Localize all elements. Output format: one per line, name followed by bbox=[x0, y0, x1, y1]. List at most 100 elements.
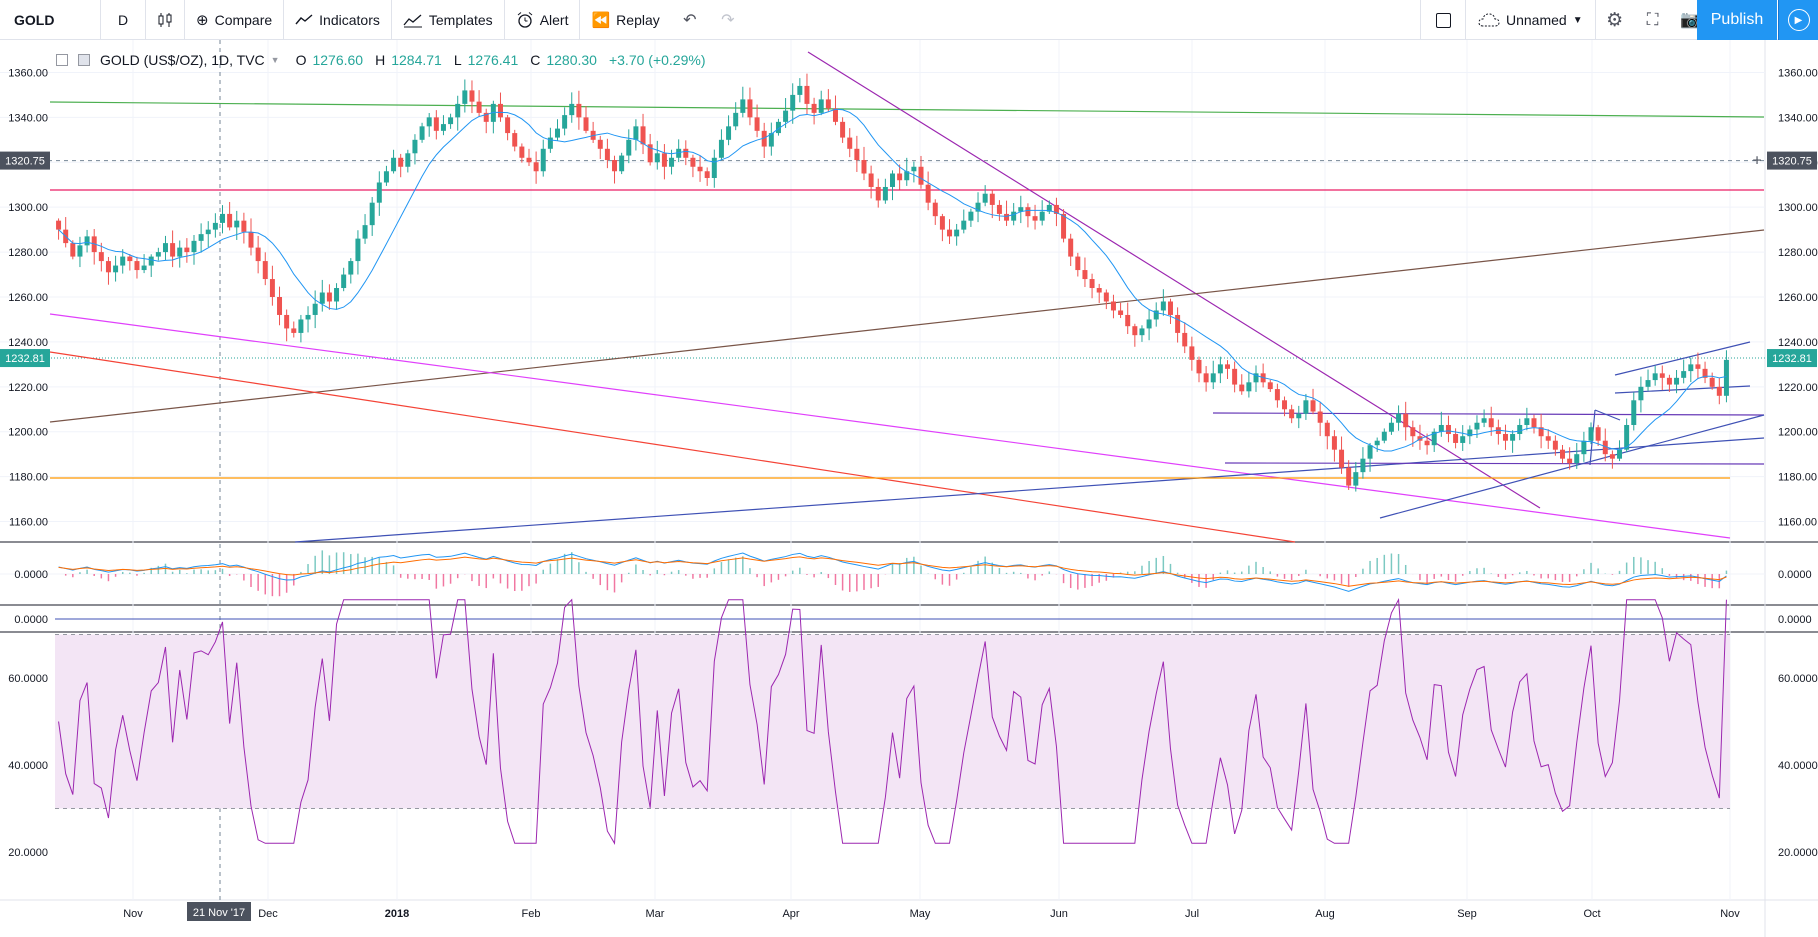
interval-button[interactable]: D bbox=[101, 0, 145, 40]
price-tick-label-left: 1280.00 bbox=[8, 247, 48, 259]
candle-body bbox=[626, 139, 632, 156]
candle-body bbox=[1324, 422, 1330, 437]
candle bbox=[433, 110, 439, 140]
candle bbox=[1146, 309, 1152, 341]
cloud-icon bbox=[1478, 13, 1500, 27]
candle bbox=[1617, 440, 1623, 462]
candle-body bbox=[155, 252, 161, 257]
close-label: C bbox=[530, 52, 541, 68]
candle bbox=[1517, 418, 1523, 441]
candle-body bbox=[448, 117, 454, 125]
candle bbox=[462, 79, 468, 113]
collapse-legend-icon[interactable] bbox=[56, 54, 68, 66]
undo-button[interactable]: ↶ bbox=[671, 0, 709, 40]
candle bbox=[469, 80, 475, 114]
candle-body bbox=[790, 94, 796, 111]
candle-body bbox=[369, 202, 375, 226]
candle bbox=[1182, 322, 1188, 354]
candle bbox=[590, 121, 596, 143]
select-tool-button[interactable] bbox=[1421, 0, 1465, 40]
alarm-clock-icon bbox=[517, 11, 533, 28]
rsi-tick-label: 60.0000 bbox=[1778, 673, 1818, 685]
templates-button[interactable]: Templates bbox=[392, 0, 504, 40]
candle bbox=[334, 283, 340, 310]
change-value: +3.70 (+0.29%) bbox=[608, 52, 706, 68]
candle bbox=[640, 113, 646, 155]
price-tick-label: 1360.00 bbox=[1778, 67, 1818, 79]
publish-button[interactable]: Publish bbox=[1697, 0, 1777, 40]
settings-button[interactable]: ⚙ bbox=[1596, 0, 1634, 40]
candle-body bbox=[1046, 204, 1052, 212]
candle-body bbox=[811, 103, 817, 113]
green-resistance-line bbox=[49, 101, 1765, 118]
price-tick-label: 1280.00 bbox=[1778, 247, 1818, 259]
symbol-search-box[interactable]: GOLD bbox=[0, 0, 100, 40]
candle bbox=[797, 78, 803, 103]
layout-name-button[interactable]: Unnamed ▼ bbox=[1466, 12, 1595, 28]
rsi-band-fill bbox=[55, 634, 1730, 809]
candle-body bbox=[968, 211, 974, 221]
candle bbox=[733, 102, 739, 131]
candle-body bbox=[875, 186, 881, 201]
indicators-button[interactable]: Indicators bbox=[284, 0, 391, 40]
fullscreen-icon: ⛶ bbox=[1646, 10, 1659, 29]
candle-body bbox=[362, 225, 368, 239]
play-button[interactable]: ▶ bbox=[1778, 0, 1818, 40]
candle-body bbox=[569, 103, 575, 116]
open-label: O bbox=[295, 52, 307, 68]
candle bbox=[1274, 383, 1280, 408]
candle-body bbox=[825, 99, 831, 109]
chart-canvas[interactable]: 1360.001360.001340.001340.001320.001320.… bbox=[0, 40, 1818, 937]
compare-button[interactable]: ⊕ Compare bbox=[185, 0, 283, 40]
candle bbox=[1609, 450, 1615, 469]
candle bbox=[412, 134, 418, 165]
candle bbox=[1167, 298, 1173, 324]
interval-label: D bbox=[117, 11, 129, 28]
fullscreen-button[interactable]: ⛶ bbox=[1634, 0, 1672, 40]
candle-body bbox=[433, 117, 439, 131]
candle bbox=[1531, 414, 1537, 434]
moving-average bbox=[58, 108, 1727, 452]
candle-body bbox=[1560, 449, 1565, 459]
candle-body bbox=[483, 112, 489, 122]
candle bbox=[1438, 411, 1444, 437]
candle bbox=[683, 140, 689, 166]
candle-body bbox=[1381, 431, 1387, 441]
chart-style-button[interactable] bbox=[146, 0, 184, 40]
candle-body bbox=[298, 319, 304, 333]
candle bbox=[1310, 388, 1316, 415]
candle bbox=[1153, 302, 1159, 327]
undo-icon: ↶ bbox=[683, 11, 697, 29]
compare-label: Compare bbox=[214, 11, 273, 28]
candle bbox=[718, 129, 724, 161]
legend-title[interactable]: GOLD (US$/OZ), 1D, TVC bbox=[100, 52, 265, 68]
candle-body bbox=[868, 173, 874, 187]
candle bbox=[583, 106, 589, 134]
candle-body bbox=[1659, 373, 1665, 378]
snapshot-button[interactable]: 📷 bbox=[1672, 0, 1710, 40]
candle bbox=[961, 209, 967, 234]
candle bbox=[939, 213, 945, 242]
high-value: 1284.71 bbox=[391, 52, 442, 68]
candle bbox=[291, 321, 297, 338]
candle bbox=[1588, 422, 1594, 445]
candle bbox=[1381, 428, 1387, 444]
candle-body bbox=[1132, 326, 1138, 336]
candle-body bbox=[604, 148, 610, 161]
trend-drawings[interactable] bbox=[49, 51, 1765, 543]
candle-body bbox=[954, 229, 960, 237]
candle-body bbox=[462, 90, 468, 104]
alert-button[interactable]: Alert bbox=[505, 0, 580, 40]
redo-button[interactable]: ↷ bbox=[709, 0, 747, 40]
candle-body bbox=[583, 117, 589, 131]
indicators-icon bbox=[295, 13, 313, 24]
candle bbox=[1089, 273, 1095, 299]
candle bbox=[1709, 372, 1715, 390]
candle-body bbox=[1545, 436, 1551, 441]
square-icon bbox=[1435, 12, 1451, 28]
purple-downtrend-line bbox=[807, 51, 1541, 509]
chevron-down-icon[interactable]: ▼ bbox=[270, 55, 280, 65]
candle bbox=[1552, 435, 1558, 456]
replay-button[interactable]: ⏪ Replay bbox=[580, 0, 670, 40]
